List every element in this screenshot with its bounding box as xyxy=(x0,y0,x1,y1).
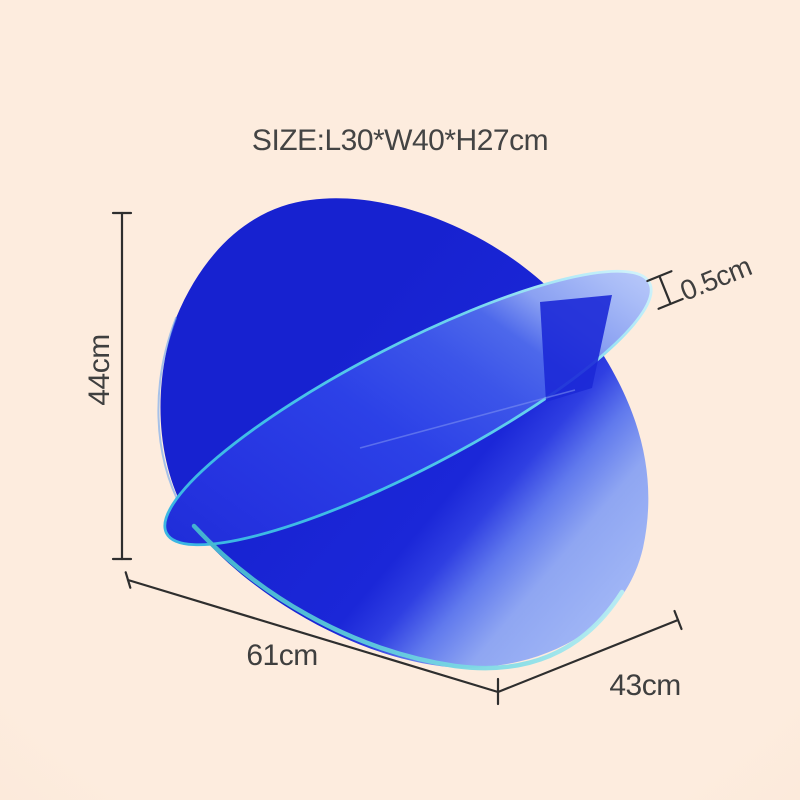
depth-dimension-end-tick xyxy=(673,609,683,631)
size-title: SIZE:L30*W40*H27cm xyxy=(251,124,549,157)
thickness-indicator-line xyxy=(658,274,672,306)
width-dimension-line xyxy=(126,578,500,694)
disc-through-ring-shadow xyxy=(540,295,612,402)
thickness-indicator-top-cap xyxy=(646,270,673,283)
front-ring-disc-shape xyxy=(163,269,653,547)
thickness-indicator-bottom-cap xyxy=(657,297,684,310)
thickness-indicator xyxy=(646,270,684,310)
depth-dimension-line xyxy=(496,618,680,694)
depth-dimension xyxy=(496,609,683,694)
disc-left-edge-highlight xyxy=(157,317,187,517)
height-dimension-label: 44cm xyxy=(83,334,116,406)
disc-bottom-edge-highlight xyxy=(191,523,625,671)
disc-intersection-crease xyxy=(359,389,576,449)
width-dimension-label: 61cm xyxy=(246,639,318,672)
height-dimension xyxy=(111,211,133,561)
depth-dimension-label: 43cm xyxy=(609,669,681,702)
width-dimension-start-tick xyxy=(124,571,132,589)
